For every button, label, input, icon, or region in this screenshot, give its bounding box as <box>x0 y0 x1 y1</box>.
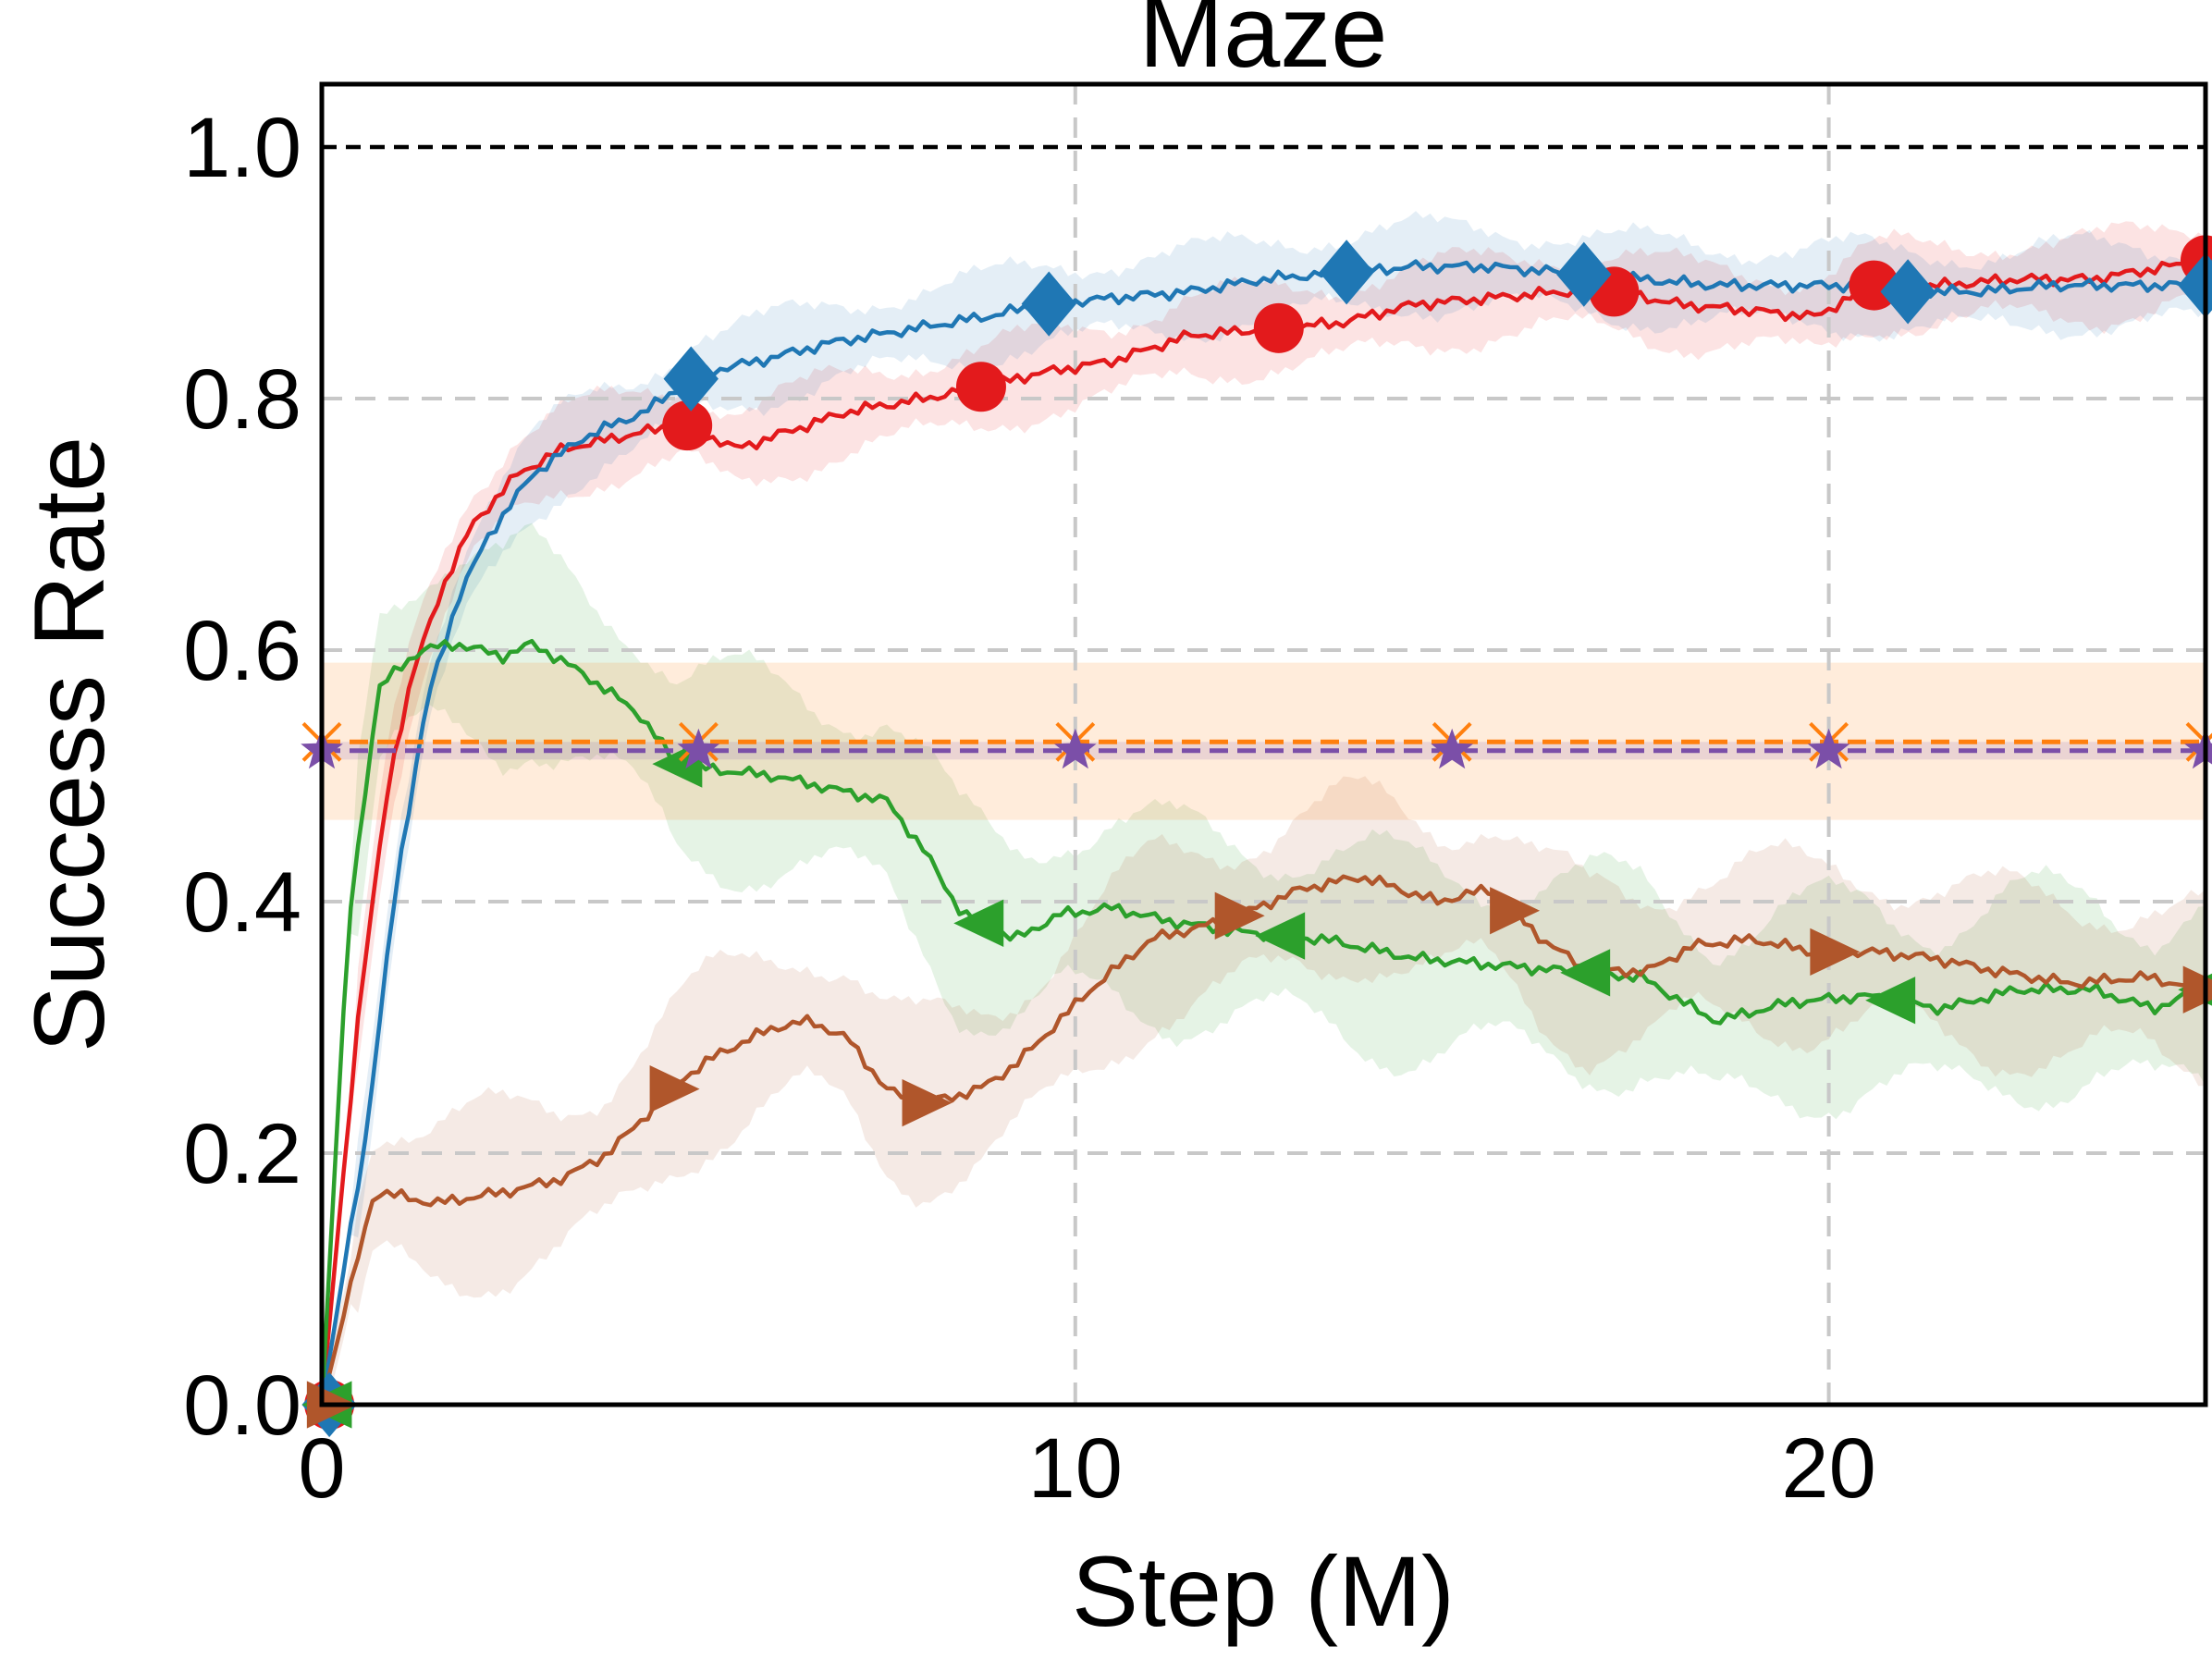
x-axis-label: Step (M) <box>1072 1535 1455 1647</box>
green-triangle-left-marker <box>1255 912 1306 960</box>
green-triangle-left-band <box>322 522 2206 1405</box>
green-triangle-left-marker <box>1865 977 1916 1025</box>
x-tick-label: 0 <box>298 1421 345 1516</box>
y-axis-label: Success Rate <box>13 436 125 1052</box>
blue-diamond-marker <box>1319 240 1374 305</box>
red-circle-marker <box>955 362 1006 412</box>
y-tick-label: 0.2 <box>183 1107 301 1201</box>
brown-triangle-right-marker <box>1810 928 1861 977</box>
purple-star-band <box>322 742 2206 760</box>
blue-diamond-marker <box>1021 271 1076 337</box>
purple-star-marker <box>1431 728 1474 769</box>
confidence-bands <box>322 211 2206 1406</box>
y-tick-label: 0.0 <box>183 1358 301 1453</box>
brown-triangle-right-marker <box>902 1078 952 1127</box>
green-triangle-left-marker <box>953 899 1004 947</box>
green-triangle-left-marker <box>1560 949 1611 997</box>
brown-triangle-right-line <box>319 874 2206 1406</box>
y-tick-label: 1.0 <box>183 101 301 195</box>
x-tick-label: 10 <box>1028 1421 1123 1516</box>
y-tick-label: 0.4 <box>183 855 301 950</box>
plot-frame <box>319 81 2208 1407</box>
brown-triangle-right-marker <box>1490 887 1541 935</box>
blue-diamond-marker <box>663 346 719 412</box>
y-tick-label: 0.6 <box>183 604 301 698</box>
brown-triangle-right-marker <box>1214 891 1265 940</box>
tick-labels: 0 10 20 0.0 0.2 0.4 0.6 0.8 1.0 <box>183 101 1876 1516</box>
brown-triangle-right-band <box>322 776 2206 1405</box>
purple-star-marker <box>1053 728 1097 769</box>
purple-star-marker <box>1807 728 1850 769</box>
chart-title: Maze <box>1139 0 1388 89</box>
blue-diamond-marker <box>1880 259 1936 325</box>
y-tick-label: 0.8 <box>183 352 301 447</box>
purple-star-marker <box>677 728 720 769</box>
x-tick-label: 20 <box>1781 1421 1875 1516</box>
blue-diamond-marker <box>1556 241 1612 307</box>
red-circle-marker <box>1253 302 1304 353</box>
brown-triangle-right-marker <box>649 1064 700 1113</box>
red-circle-marker <box>662 400 713 451</box>
